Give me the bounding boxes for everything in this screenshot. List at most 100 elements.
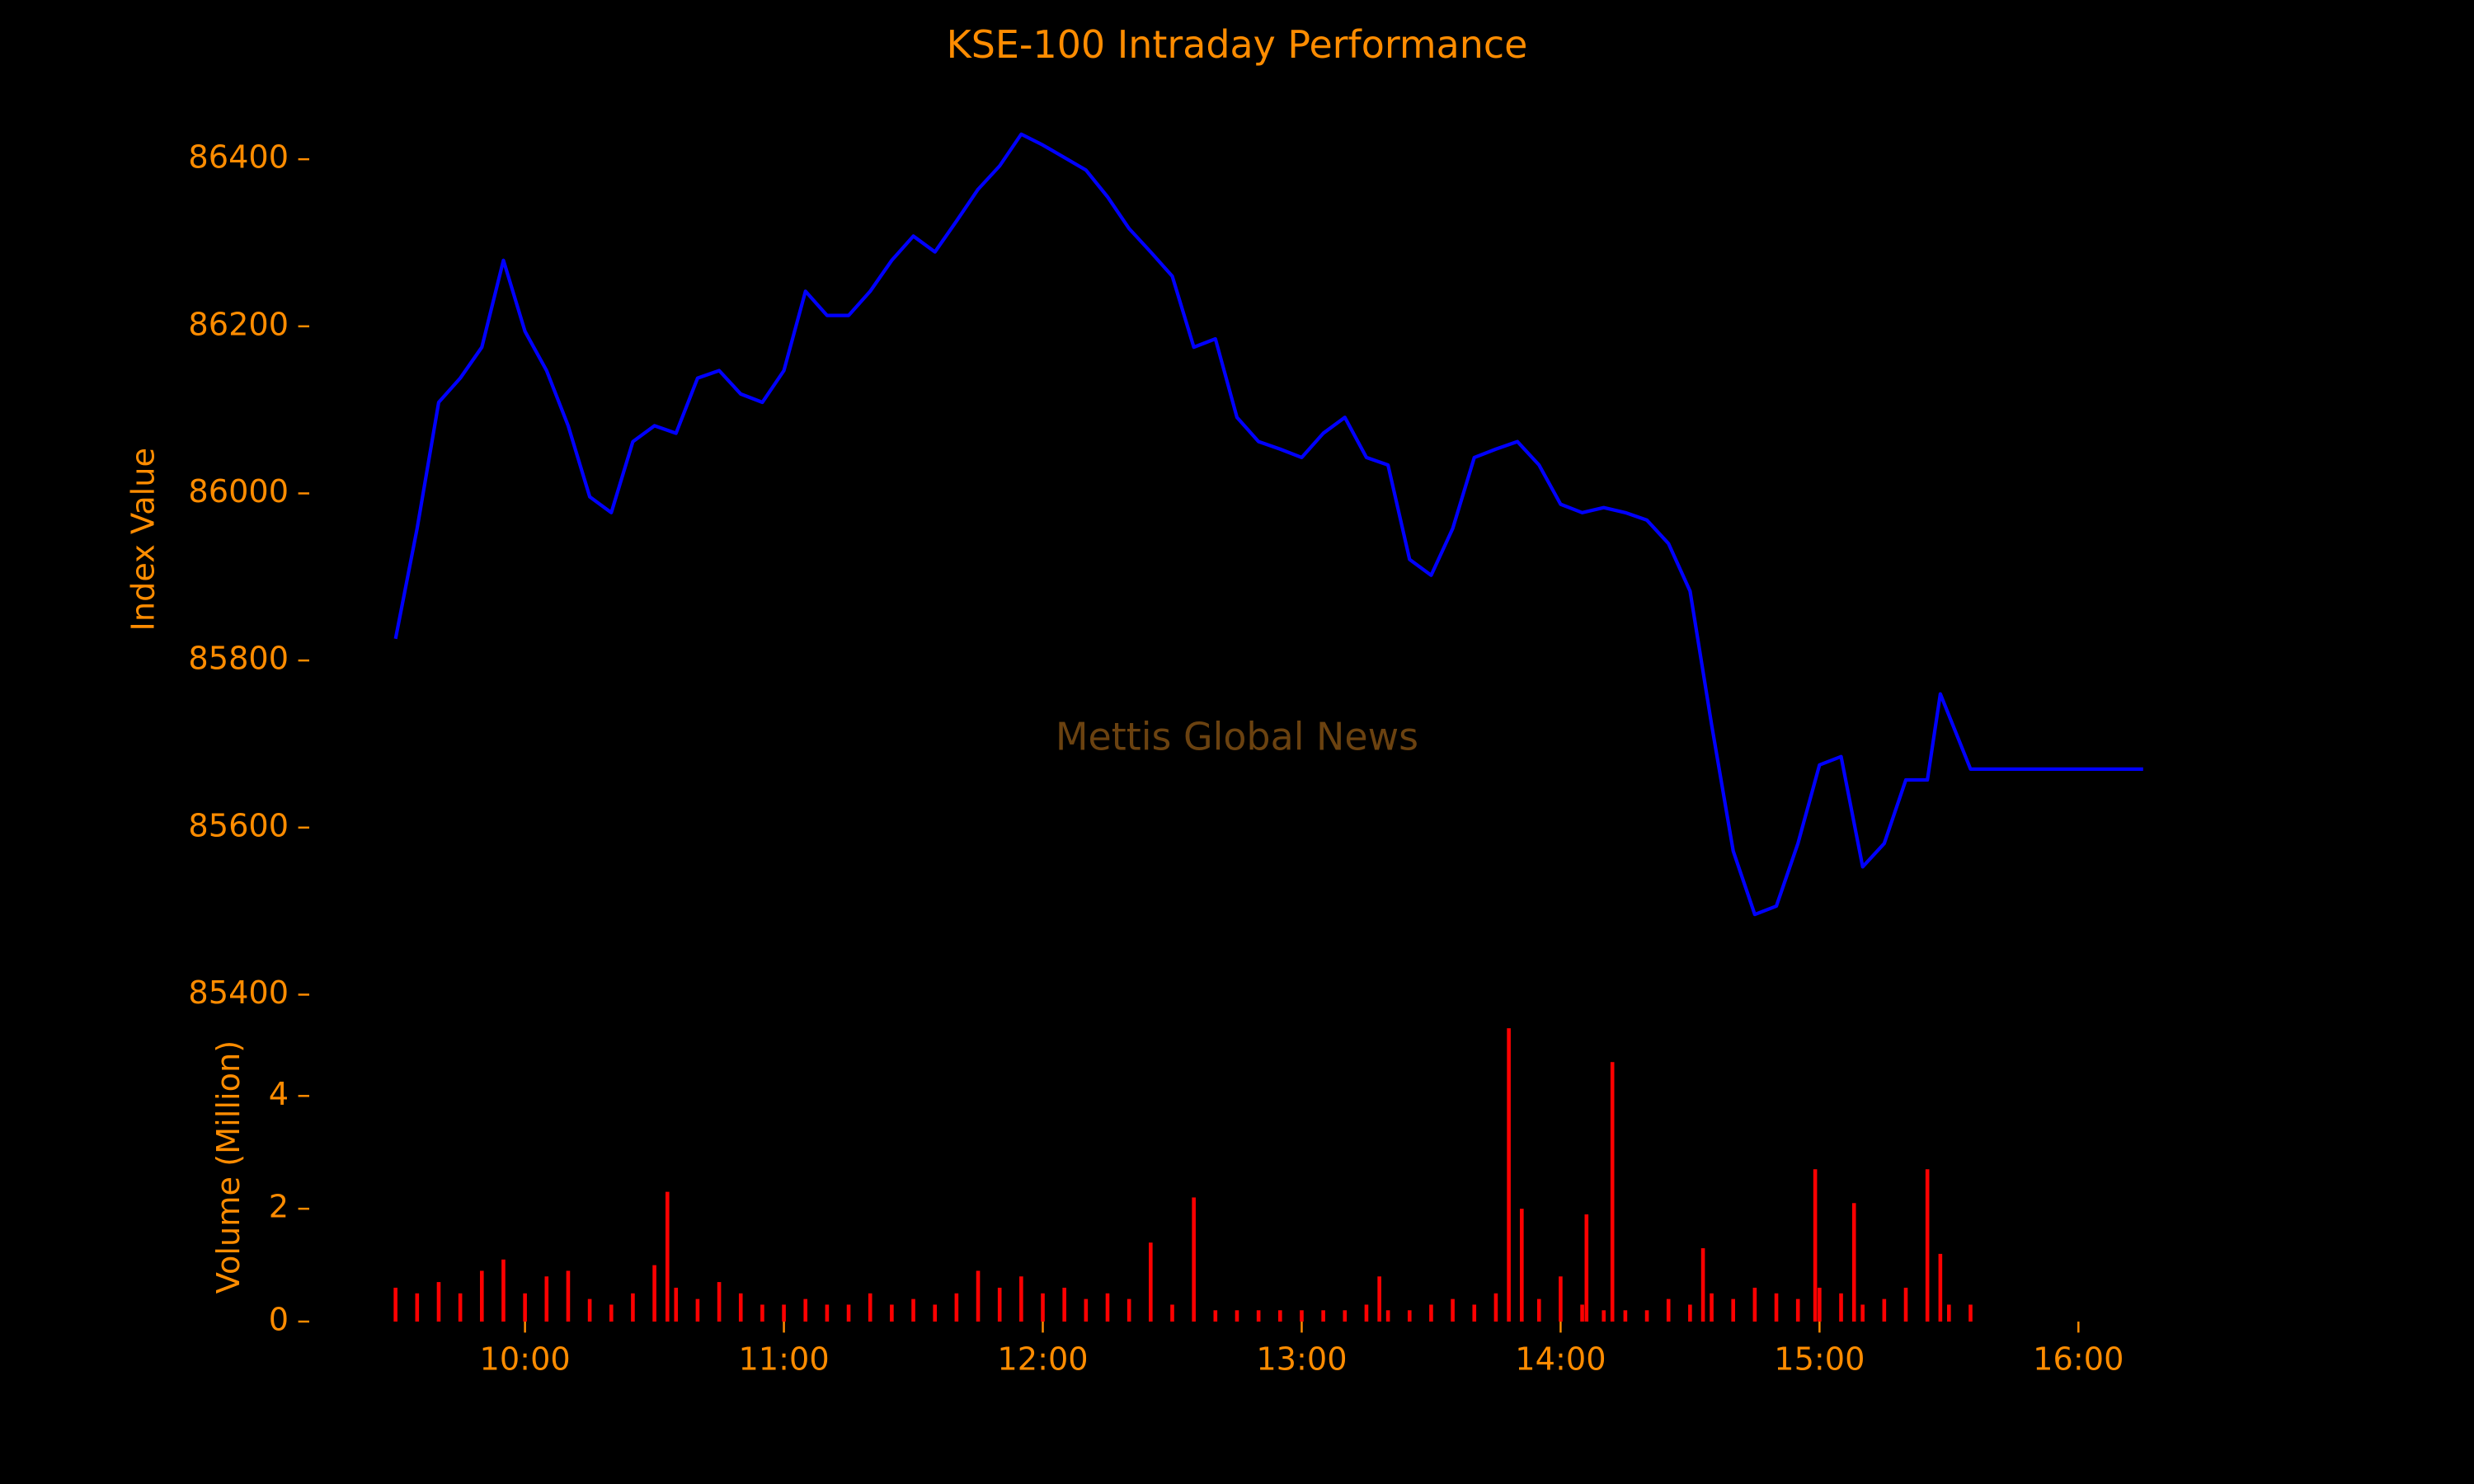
- volume-bar: [1938, 1253, 1943, 1322]
- volume-bar: [674, 1287, 679, 1322]
- volume-bar: [1493, 1293, 1498, 1322]
- volume-bar: [566, 1270, 571, 1322]
- volume-bar: [1235, 1310, 1239, 1322]
- volume-bar: [1559, 1276, 1563, 1322]
- volume-bar: [890, 1304, 894, 1322]
- volume-bar: [868, 1293, 872, 1322]
- y-tick-label: 86400: [188, 139, 289, 176]
- volume-bar: [415, 1293, 420, 1322]
- volume-bar: [1019, 1276, 1023, 1322]
- y-tick-label: 0: [269, 1301, 289, 1338]
- y-tick-label: 86000: [188, 473, 289, 510]
- volume-bar: [1774, 1293, 1779, 1322]
- volume-bar: [1105, 1293, 1110, 1322]
- y-tick-label: 4: [269, 1076, 289, 1113]
- volume-bar: [436, 1282, 441, 1322]
- volume-bar: [1451, 1298, 1455, 1322]
- volume-bar: [1584, 1214, 1589, 1322]
- volume-bar: [1925, 1169, 1930, 1322]
- volume-bar: [911, 1298, 915, 1322]
- volume-bar: [1851, 1203, 1856, 1322]
- volume-bar: [1343, 1310, 1348, 1322]
- x-tick-label: 14:00: [1515, 1341, 1606, 1378]
- volume-bar: [1536, 1298, 1541, 1322]
- volume-bar: [631, 1293, 635, 1322]
- volume-bar: [1731, 1298, 1736, 1322]
- volume-bar: [1795, 1298, 1800, 1322]
- volume-bar: [1278, 1310, 1282, 1322]
- volume-bar: [1192, 1197, 1196, 1322]
- volume-bar: [1666, 1298, 1671, 1322]
- volume-bar: [1084, 1298, 1089, 1322]
- y-tick-label: 85400: [188, 974, 289, 1012]
- volume-bar: [1321, 1310, 1325, 1322]
- volume-bar: [1041, 1293, 1045, 1322]
- volume-bar: [1688, 1304, 1692, 1322]
- volume-bar: [1149, 1242, 1153, 1322]
- volume-bar: [997, 1287, 1002, 1322]
- volume-bar: [1818, 1287, 1822, 1322]
- volume-bar: [1602, 1310, 1606, 1322]
- volume-bar: [1062, 1287, 1066, 1322]
- y-tick-label: 86200: [188, 306, 289, 343]
- volume-bar: [1710, 1293, 1714, 1322]
- volume-bar: [738, 1293, 743, 1322]
- volume-bar: [1213, 1310, 1218, 1322]
- volume-bar: [544, 1276, 549, 1322]
- volume-bar: [933, 1304, 938, 1322]
- volume-bar: [1644, 1310, 1649, 1322]
- x-tick-label: 13:00: [1256, 1341, 1347, 1378]
- x-tick-label: 16:00: [2033, 1341, 2124, 1378]
- volume-bar: [1580, 1304, 1584, 1322]
- volume-bar: [717, 1282, 722, 1322]
- volume-bar: [1882, 1298, 1887, 1322]
- volume-bar: [458, 1293, 463, 1322]
- volume-bar: [1507, 1028, 1511, 1322]
- volume-bar: [846, 1304, 851, 1322]
- volume-bar: [1813, 1169, 1818, 1322]
- volume-bar: [1968, 1304, 1973, 1322]
- volume-bar: [523, 1293, 527, 1322]
- volume-bar: [1700, 1248, 1705, 1322]
- volume-bar: [1947, 1304, 1951, 1322]
- volume-bar: [825, 1304, 830, 1322]
- volume-bar: [1256, 1310, 1261, 1322]
- index-line: [393, 132, 2143, 917]
- chart-title: KSE-100 Intraday Performance: [947, 22, 1528, 67]
- volume-bar: [954, 1293, 959, 1322]
- volume-bar: [1860, 1304, 1865, 1322]
- x-tick-label: 10:00: [479, 1341, 570, 1378]
- volume-bar: [1472, 1304, 1477, 1322]
- volume-bar: [1520, 1209, 1524, 1322]
- x-tick-label: 15:00: [1774, 1341, 1865, 1378]
- volume-bar: [665, 1191, 670, 1322]
- y-tick-label: 85800: [188, 641, 289, 678]
- volume-bar: [1170, 1304, 1174, 1322]
- volume-bar: [760, 1304, 764, 1322]
- volume-bar: [652, 1265, 656, 1322]
- volume-bar: [1623, 1310, 1628, 1322]
- volume-bar: [803, 1298, 808, 1322]
- y-tick-label: 2: [269, 1189, 289, 1226]
- watermark: Mettis Global News: [1056, 715, 1418, 759]
- y-axis-label: Volume (Million): [210, 1040, 247, 1294]
- volume-bar: [1839, 1293, 1843, 1322]
- volume-bar: [1407, 1310, 1412, 1322]
- volume-bar: [1429, 1304, 1433, 1322]
- volume-bar: [393, 1287, 397, 1322]
- x-tick-label: 11:00: [738, 1341, 829, 1378]
- volume-bar: [782, 1304, 786, 1322]
- volume-bar: [976, 1270, 981, 1322]
- volume-bar: [1364, 1304, 1369, 1322]
- volume-bar: [501, 1259, 506, 1322]
- volume-bar: [480, 1270, 484, 1322]
- volume-bar: [609, 1304, 614, 1322]
- volume-bar: [587, 1298, 592, 1322]
- volume-bar: [695, 1298, 700, 1322]
- volume-bar: [1385, 1310, 1390, 1322]
- volume-bar: [1903, 1287, 1908, 1322]
- y-tick-label: 85600: [188, 807, 289, 844]
